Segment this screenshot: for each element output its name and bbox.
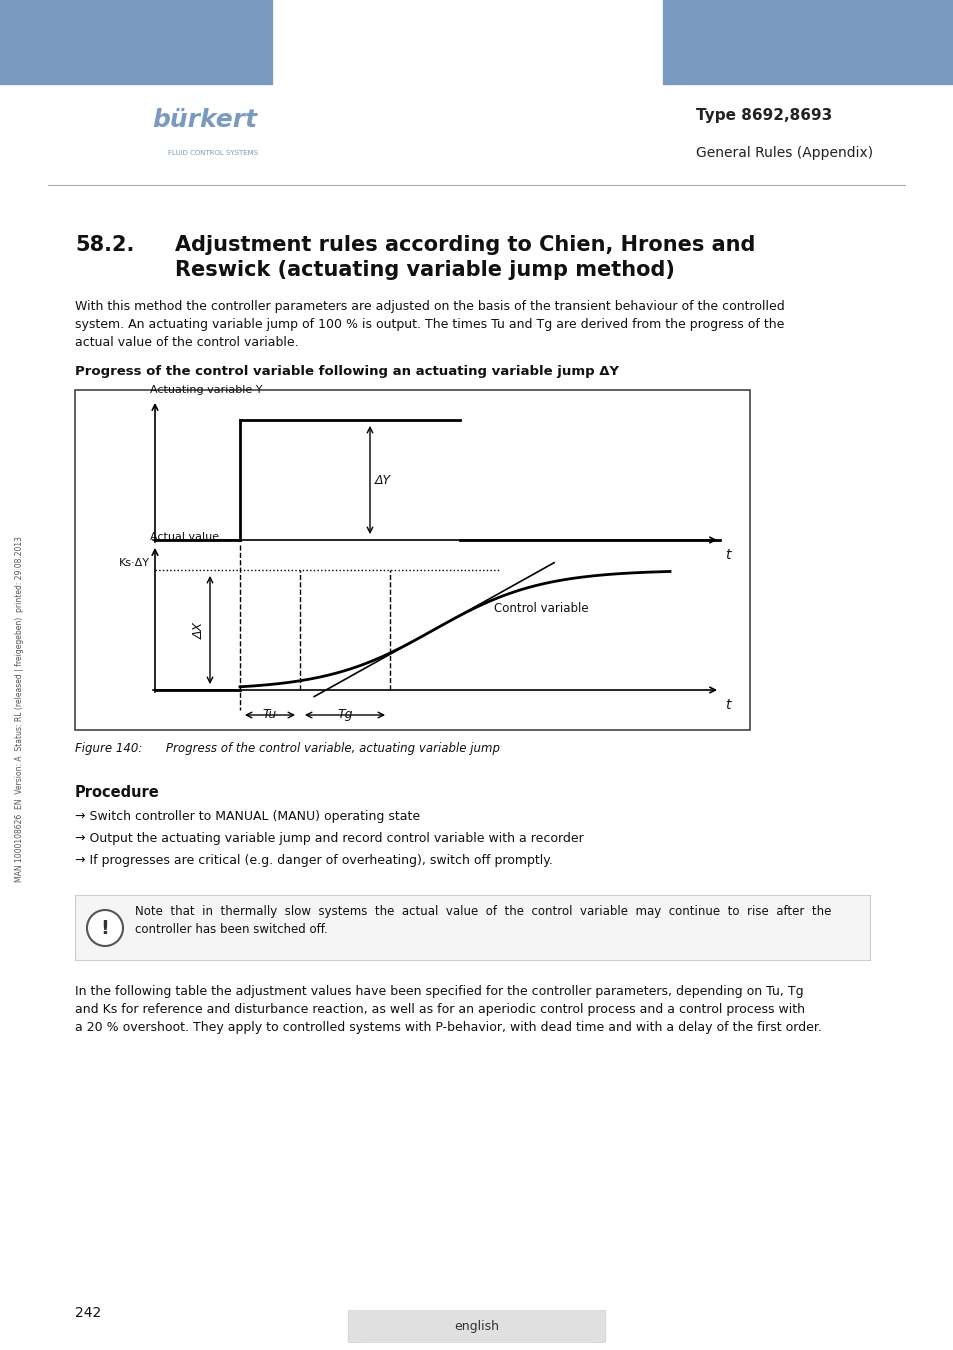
Text: Adjustment rules according to Chien, Hrones and: Adjustment rules according to Chien, Hro…	[174, 235, 755, 255]
Bar	[662, 0, 953, 84]
FancyBboxPatch shape	[348, 1310, 605, 1343]
FancyBboxPatch shape	[75, 390, 749, 730]
Text: english: english	[454, 1320, 499, 1332]
Text: MAN 1000108626  EN  Version: A  Status: RL (released | freigegeben)  printed: 29: MAN 1000108626 EN Version: A Status: RL …	[14, 536, 24, 882]
Text: FLUID CONTROL SYSTEMS: FLUID CONTROL SYSTEMS	[168, 150, 257, 155]
Text: Reswick (actuating variable jump method): Reswick (actuating variable jump method)	[174, 261, 674, 279]
Text: 242: 242	[75, 1305, 101, 1320]
Text: and Ks for reference and disturbance reaction, as well as for an aperiodic contr: and Ks for reference and disturbance rea…	[75, 1003, 804, 1017]
Text: Tg: Tg	[337, 707, 353, 721]
Text: Ks·ΔY: Ks·ΔY	[119, 558, 150, 568]
Text: → Output the actuating variable jump and record control variable with a recorder: → Output the actuating variable jump and…	[75, 832, 583, 845]
Text: Note  that  in  thermally  slow  systems  the  actual  value  of  the  control  : Note that in thermally slow systems the …	[135, 904, 830, 918]
Text: actual value of the control variable.: actual value of the control variable.	[75, 336, 298, 350]
FancyBboxPatch shape	[75, 895, 869, 960]
Text: General Rules (Appendix): General Rules (Appendix)	[696, 146, 873, 159]
Text: a 20 % overshoot. They apply to controlled systems with P-behavior, with dead ti: a 20 % overshoot. They apply to controll…	[75, 1021, 821, 1034]
Circle shape	[87, 910, 123, 946]
Text: bürkert: bürkert	[152, 108, 257, 132]
Text: !: !	[100, 918, 110, 937]
Text: Tu: Tu	[263, 707, 276, 721]
Text: With this method the controller parameters are adjusted on the basis of the tran: With this method the controller paramete…	[75, 300, 784, 313]
Text: ΔY: ΔY	[375, 474, 391, 486]
Text: t: t	[724, 698, 730, 711]
Text: ΔX: ΔX	[193, 621, 206, 639]
Text: Actuating variable Y: Actuating variable Y	[150, 385, 262, 396]
Text: → If progresses are critical (e.g. danger of overheating), switch off promptly.: → If progresses are critical (e.g. dange…	[75, 855, 553, 867]
Text: Progress of the control variable following an actuating variable jump ΔY: Progress of the control variable followi…	[75, 364, 618, 378]
Text: Procedure: Procedure	[75, 784, 159, 801]
Text: 58.2.: 58.2.	[75, 235, 134, 255]
Text: t: t	[724, 548, 730, 562]
Text: Type 8692,8693: Type 8692,8693	[696, 108, 832, 123]
Text: → Switch controller to MANUAL (MANU) operating state: → Switch controller to MANUAL (MANU) ope…	[75, 810, 419, 824]
Text: system. An actuating variable jump of 100 % is output. The times Tu and Tg are d: system. An actuating variable jump of 10…	[75, 319, 783, 331]
Text: In the following table the adjustment values have been specified for the control: In the following table the adjustment va…	[75, 986, 802, 998]
Text: controller has been switched off.: controller has been switched off.	[135, 923, 328, 936]
Text: Control variable: Control variable	[494, 602, 588, 614]
Text: Actual value: Actual value	[150, 532, 219, 541]
Bar	[0, 0, 272, 84]
Text: Figure 140:  Progress of the control variable, actuating variable jump: Figure 140: Progress of the control vari…	[75, 743, 499, 755]
